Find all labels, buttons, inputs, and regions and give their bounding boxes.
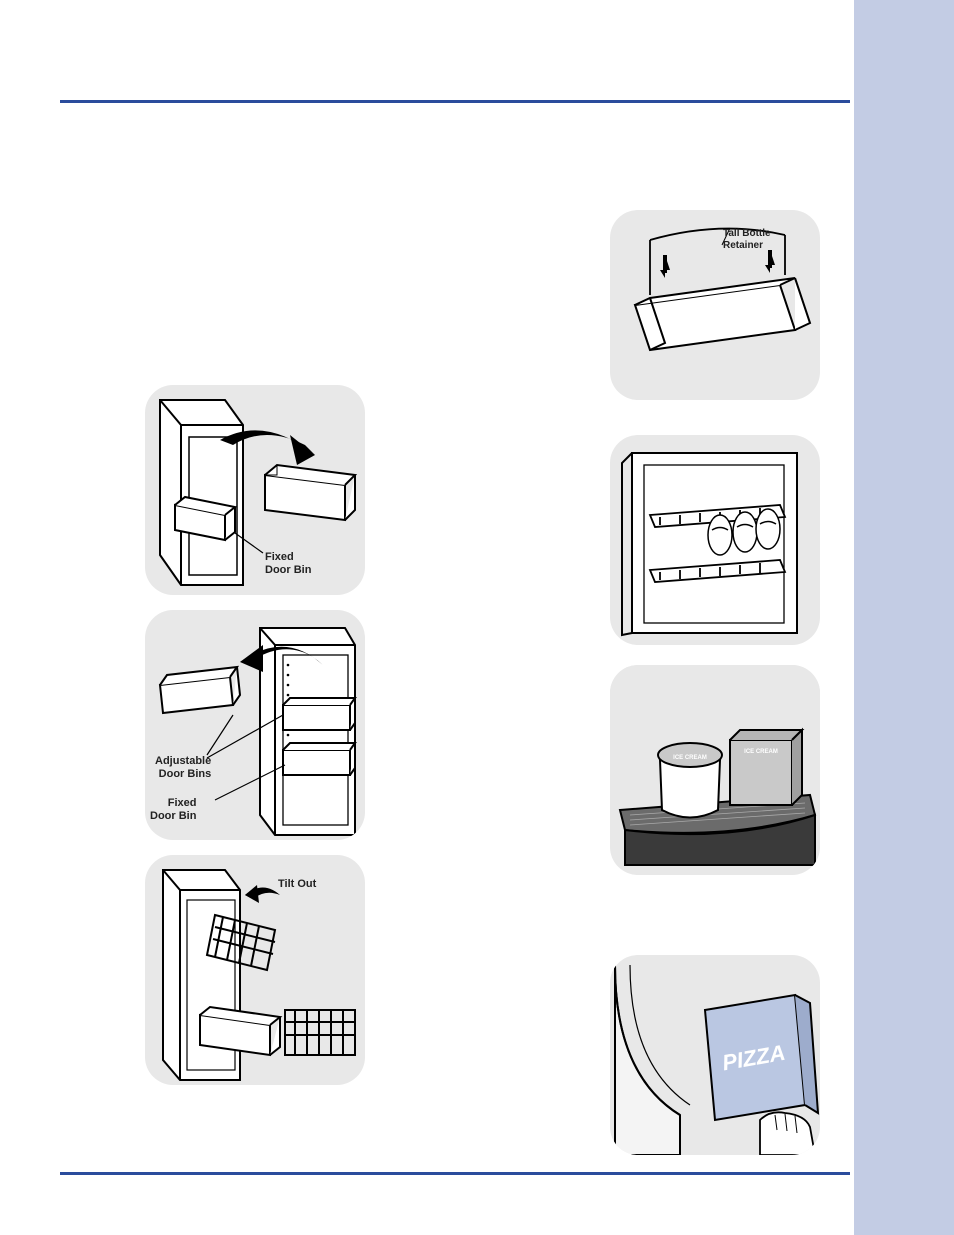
figure-fixed-door-bin — [145, 385, 365, 595]
figure-pizza-pocket: PIZZA — [610, 955, 820, 1155]
bottom-rule — [60, 1172, 850, 1175]
label-fixed-door-bin-1: FixedDoor Bin — [265, 551, 311, 576]
top-rule — [60, 100, 850, 103]
label-tilt-out: Tilt Out — [278, 878, 316, 891]
figure-can-rack — [610, 435, 820, 645]
box-label: ICE CREAM — [744, 749, 778, 755]
label-adjustable-bins: AdjustableDoor Bins — [155, 755, 211, 780]
figure-ice-cream-shelf: ICE CREAM ICE CREAM — [610, 665, 820, 875]
tub-label: ICE CREAM — [673, 755, 707, 761]
manual-page: FixedDoor Bin — [0, 0, 954, 1235]
figure-tall-bottle-retainer — [610, 210, 820, 400]
figure-tilt-out — [145, 855, 365, 1085]
label-fixed-door-bin-2: FixedDoor Bin — [150, 797, 196, 822]
label-tall-bottle-retainer: Tall BottleRetainer — [723, 228, 771, 251]
right-sidebar-band — [854, 0, 954, 1235]
